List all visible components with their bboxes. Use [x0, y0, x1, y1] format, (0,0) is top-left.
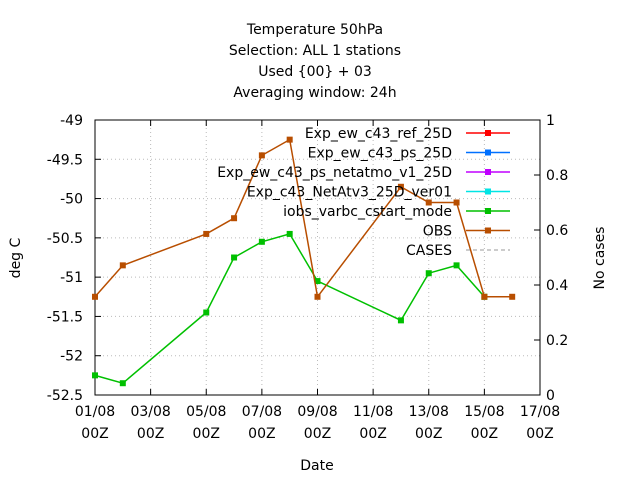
legend-marker — [485, 149, 491, 156]
x-tick-label: 00Z — [415, 426, 442, 442]
chart-title: Temperature 50hPa Selection: ALL 1 statio… — [229, 22, 401, 101]
data-point-obs — [314, 293, 321, 300]
x-tick-label: 01/08 — [75, 404, 115, 420]
y-tick-label: -50 — [60, 192, 83, 208]
legend-label: Exp_ew_c43_ps_netatmo_v1_25D — [217, 165, 452, 181]
y-tick-label: -52 — [60, 349, 83, 365]
title-line: Selection: ALL 1 stations — [229, 43, 401, 59]
data-point-iobs-varbc-cstart-mode — [203, 309, 210, 316]
data-point-obs — [286, 136, 293, 143]
data-point-iobs-varbc-cstart-mode — [231, 254, 238, 261]
x-tick-label: 00Z — [359, 426, 386, 442]
y-tick-label: -50.5 — [47, 231, 83, 247]
legend-label: iobs_varbc_cstart_mode — [283, 204, 452, 220]
y-tick-label: -51 — [60, 270, 83, 286]
x-tick-label: 00Z — [193, 426, 220, 442]
x-tick-label: 09/08 — [297, 404, 337, 420]
x-tick-label: 03/08 — [130, 404, 170, 420]
x-tick-label: 05/08 — [186, 404, 226, 420]
x-tick-label: 00Z — [471, 426, 498, 442]
legend-marker — [485, 208, 491, 214]
x-tick-label: 00Z — [137, 426, 164, 442]
legend-label: OBS — [423, 224, 452, 240]
legend-label: Exp_c43_NetAtv3_25D_ver01 — [247, 185, 452, 201]
data-point-obs — [231, 215, 238, 222]
y2-tick-label: 0.8 — [546, 168, 568, 184]
data-point-iobs-varbc-cstart-mode — [397, 317, 404, 324]
title-line: Used {00} + 03 — [258, 64, 372, 80]
x-tick-label: 13/08 — [409, 404, 449, 420]
data-point-iobs-varbc-cstart-mode — [314, 278, 321, 285]
series — [92, 136, 516, 387]
data-point-iobs-varbc-cstart-mode — [119, 380, 126, 387]
y2-tick-label: 0 — [546, 388, 555, 404]
legend: Exp_ew_c43_ref_25D Exp_ew_c43_ps_25D Exp_e… — [217, 126, 510, 259]
data-point-obs — [92, 293, 98, 300]
legend-label: CASES — [406, 243, 452, 259]
y2-tick-label: 0.2 — [546, 333, 568, 349]
data-point-obs — [425, 199, 432, 206]
data-point-obs — [509, 293, 516, 300]
x-tick-label: 11/08 — [353, 404, 393, 420]
legend-marker — [485, 169, 491, 175]
x-tick-label: 00Z — [526, 426, 553, 442]
legend-marker — [485, 227, 491, 234]
data-point-iobs-varbc-cstart-mode — [92, 372, 98, 379]
y2-axis-label: No cases — [592, 227, 608, 290]
y-tick-label: -52.5 — [47, 388, 83, 404]
title-line: Temperature 50hPa — [246, 22, 383, 38]
data-point-iobs-varbc-cstart-mode — [258, 238, 265, 245]
y2-tick-label: 1 — [546, 113, 555, 129]
x-tick-label: 00Z — [304, 426, 331, 442]
legend-label: Exp_ew_c43_ref_25D — [305, 126, 452, 142]
data-point-iobs-varbc-cstart-mode — [286, 230, 293, 237]
legend-marker — [485, 130, 491, 136]
title-line: Averaging window: 24h — [233, 85, 396, 101]
data-point-obs — [481, 293, 488, 300]
y-tick-label: -49 — [60, 113, 83, 129]
data-point-obs — [258, 152, 265, 159]
x-tick-label: 15/08 — [464, 404, 504, 420]
y-axis-label: deg C — [8, 237, 24, 278]
x-tick-label: 00Z — [248, 426, 275, 442]
y-tick-label: -49.5 — [47, 152, 83, 168]
axis-ticks: 01/08 00Z 03/08 00Z 05/08 00Z 07/08 00Z 09/08 00Z… — [47, 113, 569, 442]
legend-marker — [485, 188, 491, 195]
data-point-obs — [119, 262, 126, 269]
series-line-obs — [94, 138, 513, 299]
x-tick-label: 17/08 — [520, 404, 560, 420]
data-point-obs — [397, 183, 404, 190]
data-point-obs — [203, 230, 210, 237]
y-tick-label: -51.5 — [47, 309, 83, 325]
x-tick-label: 00Z — [81, 426, 108, 442]
x-axis-label: Date — [300, 458, 333, 474]
y2-tick-label: 0.4 — [546, 278, 568, 294]
data-point-iobs-varbc-cstart-mode — [453, 262, 460, 269]
data-point-iobs-varbc-cstart-mode — [425, 270, 432, 277]
y2-tick-label: 0.6 — [546, 223, 568, 239]
data-point-obs — [453, 199, 460, 206]
x-tick-label: 07/08 — [242, 404, 282, 420]
legend-label: Exp_ew_c43_ps_25D — [308, 146, 452, 162]
